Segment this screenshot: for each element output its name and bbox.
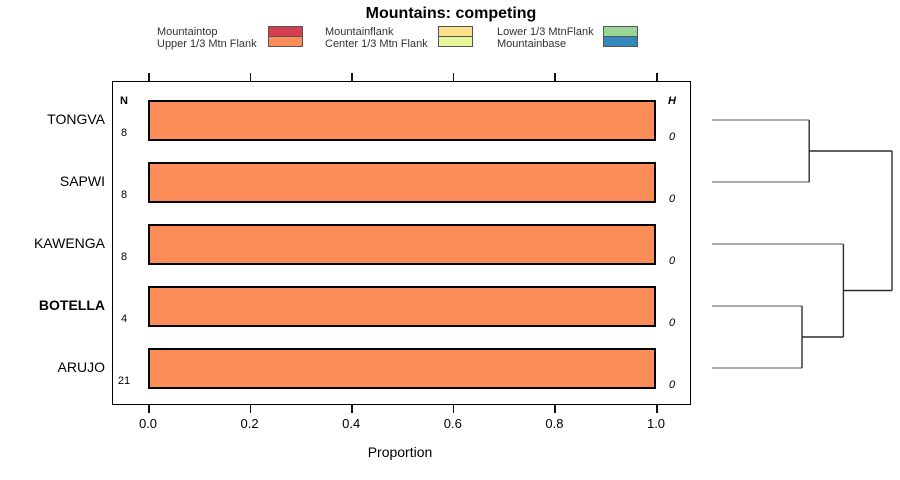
y-axis-label: KAWENGA	[33, 235, 105, 251]
x-tick-label: 0.4	[342, 416, 361, 431]
legend-column-labels: Mountaintop Upper 1/3 Mtn Flank	[157, 26, 257, 50]
y-axis-label: ARUJO	[57, 359, 105, 375]
h-value: 0	[668, 379, 676, 391]
x-tick-bottom	[554, 405, 556, 413]
y-axis-label: TONGVA	[47, 111, 105, 127]
h-value: 0	[668, 255, 676, 267]
n-value: 21	[117, 375, 131, 387]
x-tick-top	[351, 73, 353, 81]
proportion-bar	[148, 285, 656, 327]
h-value: 0	[668, 317, 676, 329]
x-tick-bottom	[452, 405, 455, 413]
n-value: 8	[120, 251, 128, 263]
x-tick-bottom	[148, 405, 150, 413]
x-tick-label: 0.0	[138, 416, 158, 431]
h-value: 0	[668, 131, 676, 143]
x-tick-top	[148, 73, 150, 81]
legend-label: Mountainflank	[325, 26, 394, 38]
n-value: 8	[120, 189, 128, 201]
legend-swatch-center-flank	[438, 36, 473, 47]
n-value: 4	[120, 313, 128, 325]
proportion-bar	[148, 223, 656, 265]
x-tick-bottom	[351, 405, 353, 413]
proportion-bar	[148, 347, 656, 389]
y-axis-label: SAPWI	[59, 173, 105, 189]
legend-label: Lower 1/3 MtnFlank	[497, 26, 594, 38]
y-axis-label: BOTELLA	[38, 297, 105, 313]
legend-column-labels: Lower 1/3 MtnFlank Mountainbase	[497, 26, 594, 50]
h-value: 0	[668, 193, 676, 205]
x-tick-top	[656, 73, 658, 81]
legend-swatches	[603, 26, 638, 47]
legend-swatch-mountainbase	[603, 36, 638, 47]
x-tick-top	[249, 73, 252, 81]
x-tick-top	[554, 73, 556, 81]
chart-title: Mountains: competing	[365, 5, 537, 22]
proportion-bar	[148, 161, 656, 203]
legend-label: Mountaintop	[157, 26, 218, 38]
x-tick-bottom	[656, 405, 658, 413]
legend-label: Mountainbase	[497, 38, 567, 50]
legend-column-labels: Mountainflank Center 1/3 Mtn Flank	[325, 26, 428, 50]
x-tick-label: 0.8	[545, 416, 564, 431]
x-tick-label: 0.2	[240, 416, 259, 431]
h-column-header: H	[668, 95, 676, 107]
legend-label: Upper 1/3 Mtn Flank	[157, 38, 257, 50]
n-column-header: N	[120, 95, 128, 107]
legend-swatches	[438, 26, 473, 47]
n-value: 8	[120, 127, 128, 139]
x-tick-label: 0.6	[443, 416, 462, 431]
x-tick-label: 1.0	[646, 416, 666, 431]
x-tick-bottom	[249, 405, 252, 413]
legend-swatch-upper-flank	[268, 36, 303, 47]
x-tick-top	[452, 73, 455, 81]
legend-swatches	[268, 26, 303, 47]
proportion-bar	[148, 99, 656, 141]
legend-label: Center 1/3 Mtn Flank	[325, 38, 428, 50]
plot-box	[112, 81, 691, 405]
x-axis-title: Proportion	[367, 444, 433, 460]
